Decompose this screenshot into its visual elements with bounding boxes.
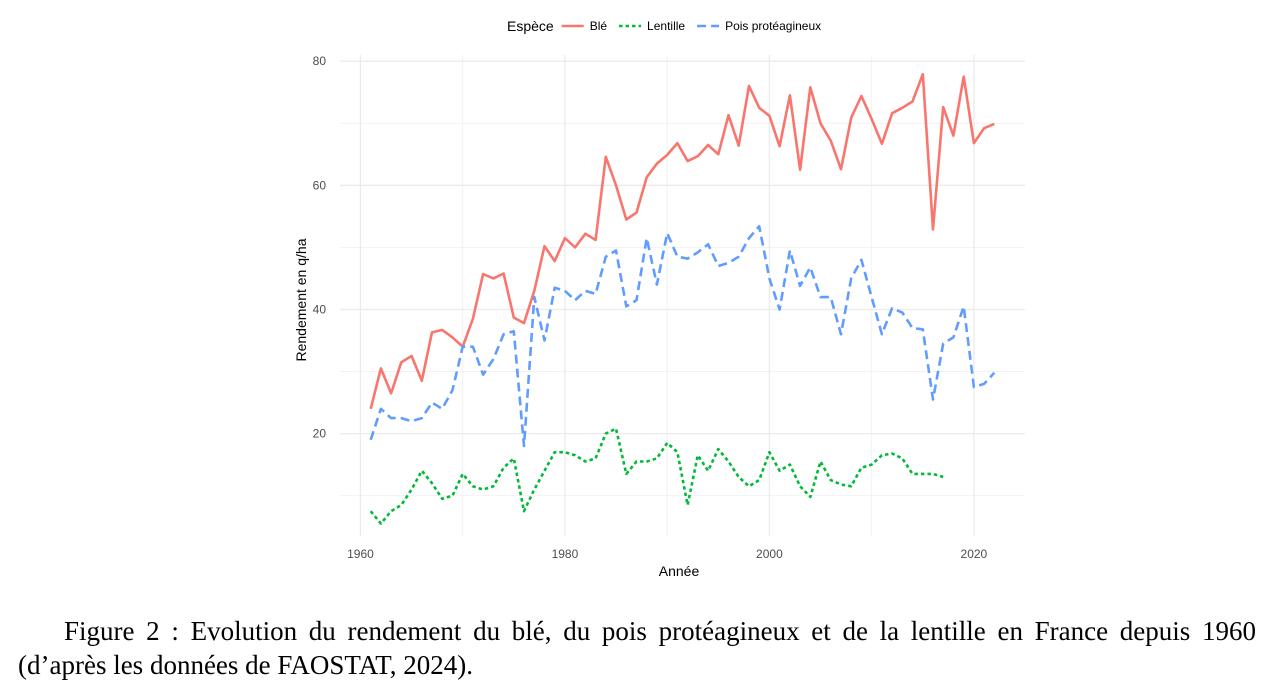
chart: Espèce Blé Lentille Pois protéagineux 1960…: [293, 18, 1025, 579]
series-line-pois-protéagineux: [369, 225, 996, 448]
x-tick-label: 1960: [347, 547, 374, 561]
x-tick-label: 2000: [756, 547, 783, 561]
x-tick-label: 2020: [961, 547, 988, 561]
legend-label: Blé: [590, 19, 608, 33]
x-axis-tick-labels: 1960 1980 2000 2020: [347, 547, 987, 561]
legend-items: Blé Lentille Pois protéagineux: [561, 19, 821, 33]
legend: Espèce Blé Lentille Pois protéagineux: [507, 18, 821, 34]
legend-item: Pois protéagineux: [697, 19, 821, 33]
series-line-blé: [369, 72, 995, 410]
y-axis-tick-labels: 20 40 60 80: [313, 54, 327, 440]
legend-label: Pois protéagineux: [725, 19, 821, 33]
figure-caption: Figure 2 : Evolution du rendement du blé…: [18, 616, 1256, 680]
y-tick-label: 40: [313, 302, 327, 316]
y-tick-label: 80: [313, 54, 327, 68]
y-tick-label: 20: [313, 427, 327, 441]
series-line-lentille: [369, 427, 944, 525]
grid-major: [340, 55, 1025, 536]
grid-minor: [340, 55, 1025, 536]
legend-item: Blé: [561, 19, 608, 33]
y-axis-title: Rendement en q/ha: [293, 238, 309, 361]
x-axis-title: Année: [659, 563, 700, 579]
legend-item: Lentille: [619, 19, 685, 33]
y-tick-label: 60: [313, 178, 327, 192]
legend-title: Espèce: [507, 18, 554, 34]
legend-label: Lentille: [647, 19, 685, 33]
series-lines: [369, 72, 996, 525]
x-tick-label: 1980: [552, 547, 579, 561]
